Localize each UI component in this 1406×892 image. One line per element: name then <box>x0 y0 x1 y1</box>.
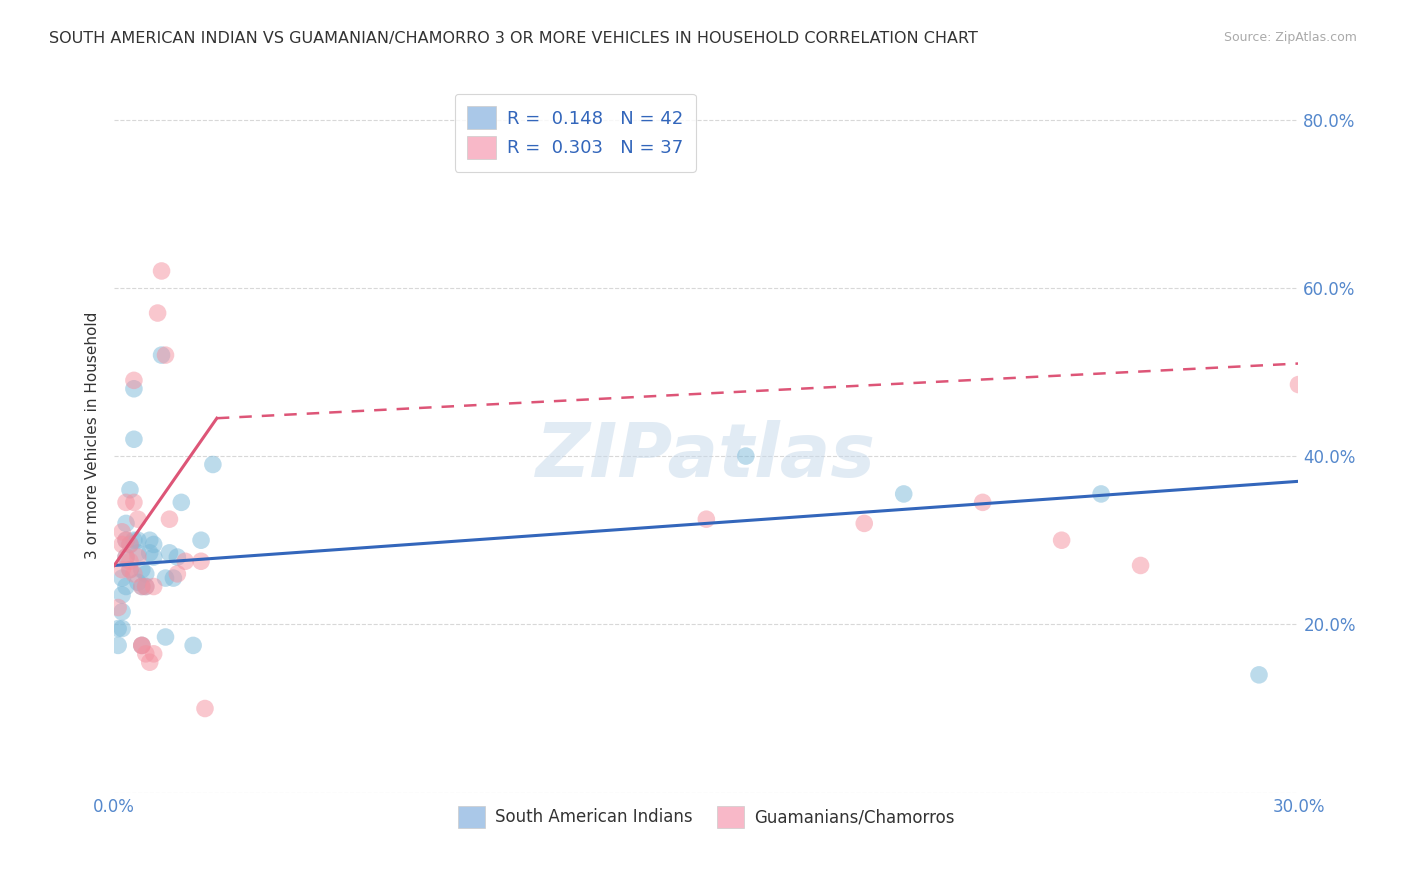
Point <box>146 306 169 320</box>
Point <box>138 655 160 669</box>
Point <box>142 537 165 551</box>
Point <box>122 495 145 509</box>
Point <box>893 487 915 501</box>
Point <box>118 537 141 551</box>
Point <box>135 647 157 661</box>
Legend: South American Indians, Guamanians/Chamorros: South American Indians, Guamanians/Chamo… <box>451 799 962 834</box>
Point <box>122 533 145 548</box>
Point <box>131 563 153 577</box>
Point <box>142 647 165 661</box>
Point <box>181 639 204 653</box>
Point <box>122 382 145 396</box>
Text: ZIPatlas: ZIPatlas <box>536 420 876 493</box>
Point <box>170 495 193 509</box>
Point <box>122 566 145 581</box>
Point <box>111 537 134 551</box>
Point <box>972 495 994 509</box>
Point <box>115 516 138 531</box>
Point <box>162 571 184 585</box>
Point <box>1050 533 1073 548</box>
Point <box>190 533 212 548</box>
Point <box>138 533 160 548</box>
Y-axis label: 3 or more Vehicles in Household: 3 or more Vehicles in Household <box>86 311 100 558</box>
Point <box>111 622 134 636</box>
Point <box>155 348 177 362</box>
Point <box>1090 487 1112 501</box>
Text: SOUTH AMERICAN INDIAN VS GUAMANIAN/CHAMORRO 3 OR MORE VEHICLES IN HOUSEHOLD CORR: SOUTH AMERICAN INDIAN VS GUAMANIAN/CHAMO… <box>49 31 979 46</box>
Point <box>111 571 134 585</box>
Point <box>127 533 149 548</box>
Point <box>107 622 129 636</box>
Point <box>115 533 138 548</box>
Point <box>159 512 181 526</box>
Point <box>159 546 181 560</box>
Point <box>111 524 134 539</box>
Point <box>118 563 141 577</box>
Point <box>122 373 145 387</box>
Point <box>695 512 717 526</box>
Point <box>122 432 145 446</box>
Point <box>194 701 217 715</box>
Point <box>142 550 165 565</box>
Point <box>150 264 173 278</box>
Point <box>115 495 138 509</box>
Point <box>111 605 134 619</box>
Text: Source: ZipAtlas.com: Source: ZipAtlas.com <box>1223 31 1357 45</box>
Point <box>115 550 138 565</box>
Point <box>135 566 157 581</box>
Point <box>135 580 157 594</box>
Point <box>131 639 153 653</box>
Point <box>138 546 160 560</box>
Point <box>107 600 129 615</box>
Point <box>1129 558 1152 573</box>
Point <box>115 550 138 565</box>
Point <box>111 588 134 602</box>
Point <box>155 630 177 644</box>
Point <box>118 563 141 577</box>
Point <box>131 639 153 653</box>
Point <box>115 580 138 594</box>
Point <box>131 639 153 653</box>
Point <box>166 566 188 581</box>
Point <box>107 639 129 653</box>
Point <box>142 580 165 594</box>
Point <box>190 554 212 568</box>
Point <box>127 575 149 590</box>
Point <box>115 533 138 548</box>
Point <box>127 512 149 526</box>
Point <box>118 537 141 551</box>
Point <box>127 546 149 560</box>
Point <box>201 458 224 472</box>
Point <box>1288 377 1310 392</box>
Point <box>150 348 173 362</box>
Point <box>118 483 141 497</box>
Point <box>155 571 177 585</box>
Point <box>135 580 157 594</box>
Point <box>1247 668 1270 682</box>
Point <box>127 550 149 565</box>
Point <box>131 580 153 594</box>
Point <box>853 516 876 531</box>
Point <box>111 563 134 577</box>
Point <box>131 580 153 594</box>
Point <box>734 449 756 463</box>
Point <box>118 554 141 568</box>
Point <box>174 554 197 568</box>
Point <box>166 550 188 565</box>
